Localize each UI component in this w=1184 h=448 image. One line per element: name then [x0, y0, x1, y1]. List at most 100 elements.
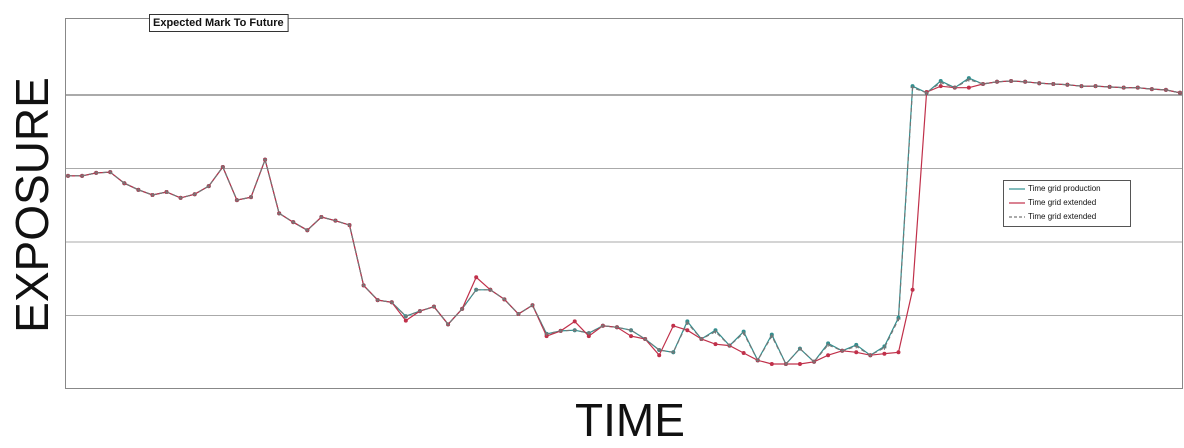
point-marker: [136, 187, 141, 192]
point-marker: [474, 275, 479, 280]
point-marker: [783, 362, 788, 367]
point-marker: [403, 314, 408, 319]
point-marker: [1121, 85, 1126, 90]
point-marker: [530, 303, 535, 308]
point-marker: [460, 306, 465, 311]
point-marker: [699, 337, 704, 342]
x-axis-title: TIME: [575, 394, 685, 446]
point-marker: [713, 329, 718, 334]
point-marker: [516, 312, 521, 317]
legend: Time grid production Time grid extended Ti…: [1003, 180, 1131, 227]
point-marker: [600, 323, 605, 328]
point-marker: [291, 220, 296, 225]
point-marker: [1009, 79, 1014, 84]
point-marker: [1149, 87, 1154, 92]
point-marker: [713, 342, 718, 347]
point-marker: [741, 331, 746, 336]
point-marker: [614, 325, 619, 330]
point-marker: [558, 328, 563, 333]
legend-label: Time grid production: [1028, 184, 1101, 193]
point-marker: [812, 359, 817, 364]
point-marker: [403, 318, 408, 323]
point-marker: [966, 85, 971, 90]
point-marker: [1065, 82, 1070, 87]
point-marker: [66, 173, 70, 178]
point-marker: [361, 283, 366, 288]
point-marker: [995, 79, 1000, 84]
title-box: Expected Mark To Future: [149, 14, 289, 32]
point-marker: [248, 195, 253, 200]
point-marker: [657, 353, 662, 358]
point-marker: [629, 334, 634, 339]
point-marker: [966, 77, 971, 82]
point-marker: [854, 350, 859, 355]
point-marker: [389, 300, 394, 305]
point-marker: [220, 165, 225, 170]
point-marker: [1163, 87, 1168, 92]
point-marker: [431, 304, 436, 309]
point-marker: [234, 198, 239, 203]
point-marker: [150, 192, 155, 197]
point-marker: [980, 81, 985, 86]
point-marker: [896, 317, 901, 322]
point-marker: [741, 350, 746, 355]
point-marker: [924, 90, 929, 95]
point-marker: [94, 170, 99, 175]
point-marker: [277, 211, 282, 216]
point-marker: [1093, 84, 1098, 89]
point-marker: [206, 184, 211, 189]
point-marker: [755, 358, 760, 363]
point-marker: [657, 348, 662, 353]
point-marker: [1037, 81, 1042, 86]
point-marker: [868, 353, 873, 358]
point-marker: [1079, 84, 1084, 89]
point-marker: [840, 348, 845, 353]
point-marker: [910, 85, 915, 90]
point-marker: [727, 343, 732, 348]
point-marker: [910, 287, 915, 292]
point-marker: [446, 322, 451, 327]
point-marker: [797, 346, 802, 351]
point-marker: [572, 328, 577, 333]
legend-label: Time grid extended: [1028, 198, 1096, 207]
point-marker: [671, 323, 676, 328]
point-marker: [122, 181, 127, 186]
point-marker: [417, 309, 422, 314]
point-marker: [572, 319, 577, 324]
point-marker: [826, 353, 831, 358]
point-marker: [474, 287, 479, 292]
point-marker: [263, 157, 268, 162]
point-marker: [80, 173, 85, 178]
series-line: [68, 78, 1181, 366]
point-marker: [629, 328, 634, 333]
point-marker: [586, 334, 591, 339]
point-marker: [178, 195, 183, 200]
legend-label: Time grid extended: [1028, 212, 1096, 221]
point-marker: [192, 192, 197, 197]
point-marker: [769, 362, 774, 367]
point-marker: [1051, 81, 1056, 86]
point-marker: [1107, 84, 1112, 89]
point-marker: [826, 342, 831, 347]
point-marker: [319, 215, 324, 220]
point-marker: [305, 228, 310, 233]
point-marker: [544, 334, 549, 339]
point-marker: [896, 350, 901, 355]
point-marker: [488, 287, 493, 292]
point-marker: [854, 344, 859, 349]
point-marker: [1178, 90, 1182, 95]
point-marker: [938, 80, 943, 85]
point-marker: [544, 331, 549, 336]
point-marker: [1023, 79, 1028, 84]
point-marker: [685, 320, 690, 325]
chart-title: Expected Mark To Future: [153, 17, 284, 29]
point-marker: [882, 345, 887, 350]
title-frame: [149, 14, 289, 32]
point-marker: [347, 223, 352, 228]
point-marker: [685, 328, 690, 333]
point-marker: [375, 298, 380, 303]
point-marker: [797, 362, 802, 367]
point-marker: [938, 84, 943, 89]
